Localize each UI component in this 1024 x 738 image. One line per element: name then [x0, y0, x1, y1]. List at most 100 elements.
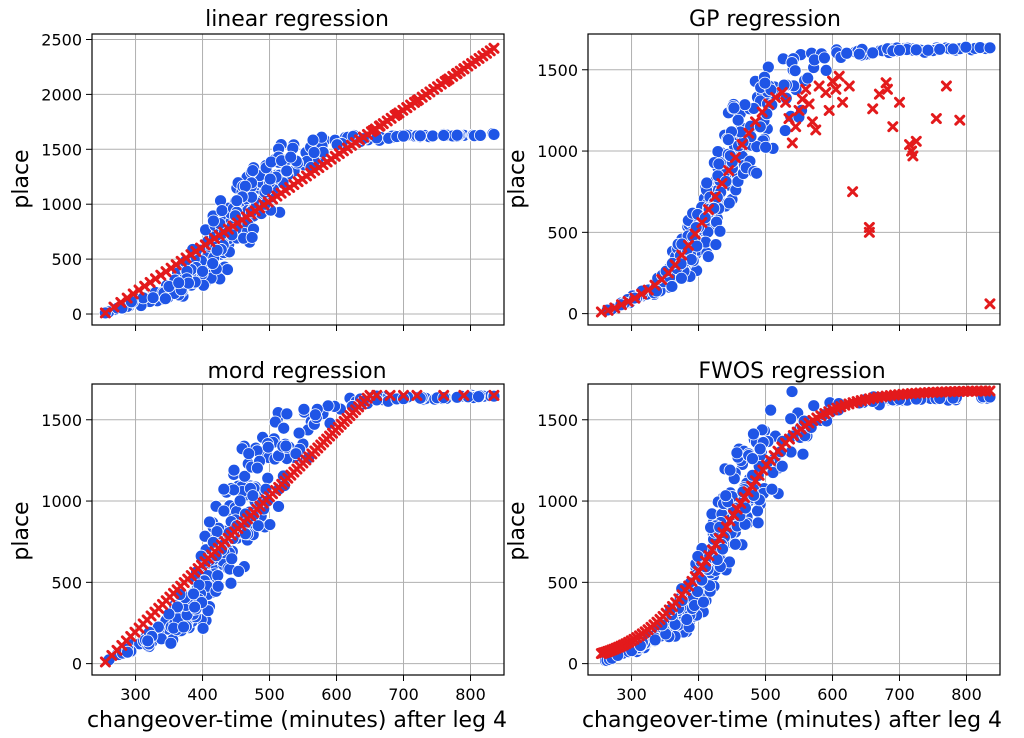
- panel-linear-regression: linear regression place 0 500 1000 1500 2000…: [9, 7, 505, 331]
- predicted-point: [887, 121, 899, 133]
- predicted-point: [729, 152, 741, 164]
- y-tick-label: 2000: [41, 85, 82, 104]
- predicted-point: [411, 389, 423, 401]
- actual-point: [242, 447, 256, 461]
- actual-point: [723, 463, 737, 477]
- actual-point: [277, 421, 291, 435]
- actual-point: [764, 403, 778, 417]
- panel-mord-regression: mord regression place changeover-time (m…: [9, 359, 507, 733]
- actual-point: [665, 280, 679, 293]
- predicted-point: [776, 87, 788, 99]
- panel-title: linear regression: [205, 7, 389, 32]
- predicted-point: [709, 191, 721, 203]
- predicted-point: [873, 88, 885, 100]
- actual-point: [758, 76, 772, 90]
- predicted-points: [595, 385, 996, 660]
- y-tick-label: 1500: [537, 411, 578, 430]
- predicted-point: [696, 217, 708, 229]
- y-tick-label: 0: [72, 655, 82, 674]
- actual-point: [921, 43, 935, 57]
- actual-point: [893, 43, 906, 57]
- predicted-point: [367, 124, 379, 136]
- actual-point: [778, 124, 792, 137]
- axes-frame: [91, 33, 505, 326]
- actual-point: [261, 440, 275, 454]
- predicted-point: [723, 165, 735, 177]
- predicted-point: [391, 108, 403, 120]
- actual-point: [713, 224, 727, 238]
- actual-points: [99, 127, 501, 320]
- actual-point: [840, 46, 854, 60]
- predicted-point: [615, 299, 627, 311]
- actual-point: [751, 504, 764, 518]
- actual-point: [187, 587, 200, 601]
- predicted-point: [717, 527, 729, 539]
- actual-point: [307, 146, 321, 159]
- y-tick-label: 500: [51, 250, 82, 269]
- actual-point: [217, 504, 231, 518]
- predicted-point: [910, 135, 922, 147]
- predicted-point: [99, 307, 111, 319]
- predicted-point: [108, 301, 120, 313]
- actual-point: [206, 257, 220, 270]
- predicted-point: [800, 83, 812, 95]
- actual-point: [784, 412, 798, 426]
- actual-point: [680, 613, 694, 626]
- axes-frame: [587, 383, 1001, 676]
- actual-point: [413, 129, 427, 143]
- y-tick-label: 1000: [537, 142, 578, 161]
- predicted-point: [736, 139, 748, 151]
- y-tick-label: 0: [72, 305, 82, 324]
- y-tick-label: 500: [547, 223, 578, 242]
- actual-point: [224, 576, 238, 590]
- predicted-point: [984, 298, 996, 310]
- actual-point: [796, 447, 810, 461]
- actual-point: [251, 519, 265, 533]
- actual-points: [600, 40, 997, 317]
- predicted-point: [731, 503, 743, 515]
- actual-point: [852, 47, 866, 61]
- plot-area: 300 400 500 600 700 800 0 500 1000 1500: [41, 383, 505, 704]
- actual-point: [426, 129, 440, 143]
- panel-title: GP regression: [689, 7, 841, 32]
- x-tick-label: 600: [817, 685, 848, 704]
- actual-point: [261, 471, 275, 485]
- panel-title: mord regression: [207, 359, 386, 384]
- predicted-point: [713, 533, 725, 545]
- predicted-point: [735, 497, 747, 509]
- actual-point: [238, 179, 252, 193]
- predicted-point: [622, 295, 634, 307]
- actual-point: [141, 634, 155, 648]
- actual-point: [164, 636, 178, 650]
- actual-point: [284, 150, 298, 164]
- predicted-point: [837, 96, 849, 108]
- x-tick-label: 500: [254, 685, 285, 704]
- actual-point: [450, 128, 464, 142]
- x-tick-label: 700: [884, 685, 915, 704]
- actual-point: [246, 489, 260, 503]
- predicted-point: [728, 509, 740, 521]
- predicted-point: [703, 204, 715, 216]
- predicted-point: [984, 385, 996, 397]
- actual-point: [751, 516, 765, 530]
- actual-point: [171, 600, 184, 614]
- actual-point: [146, 291, 160, 305]
- y-tick-label: 1500: [41, 140, 82, 159]
- actual-point: [437, 391, 451, 405]
- predicted-point: [458, 389, 470, 401]
- predicted-point: [833, 70, 845, 82]
- predicted-point: [676, 249, 688, 261]
- predicted-point: [894, 96, 906, 108]
- x-axis-label: changeover-time (minutes) after leg 4: [582, 708, 1002, 733]
- x-tick-label: 300: [616, 685, 647, 704]
- x-tick-label: 700: [388, 685, 419, 704]
- actual-point: [959, 40, 973, 54]
- actual-point: [245, 231, 259, 244]
- actual-point: [759, 140, 773, 154]
- actual-point: [289, 447, 303, 461]
- actual-point: [217, 482, 231, 496]
- x-tick-label: 500: [750, 685, 781, 704]
- actual-point: [292, 426, 306, 440]
- predicted-point: [803, 98, 815, 110]
- y-axis-label: place: [505, 501, 530, 560]
